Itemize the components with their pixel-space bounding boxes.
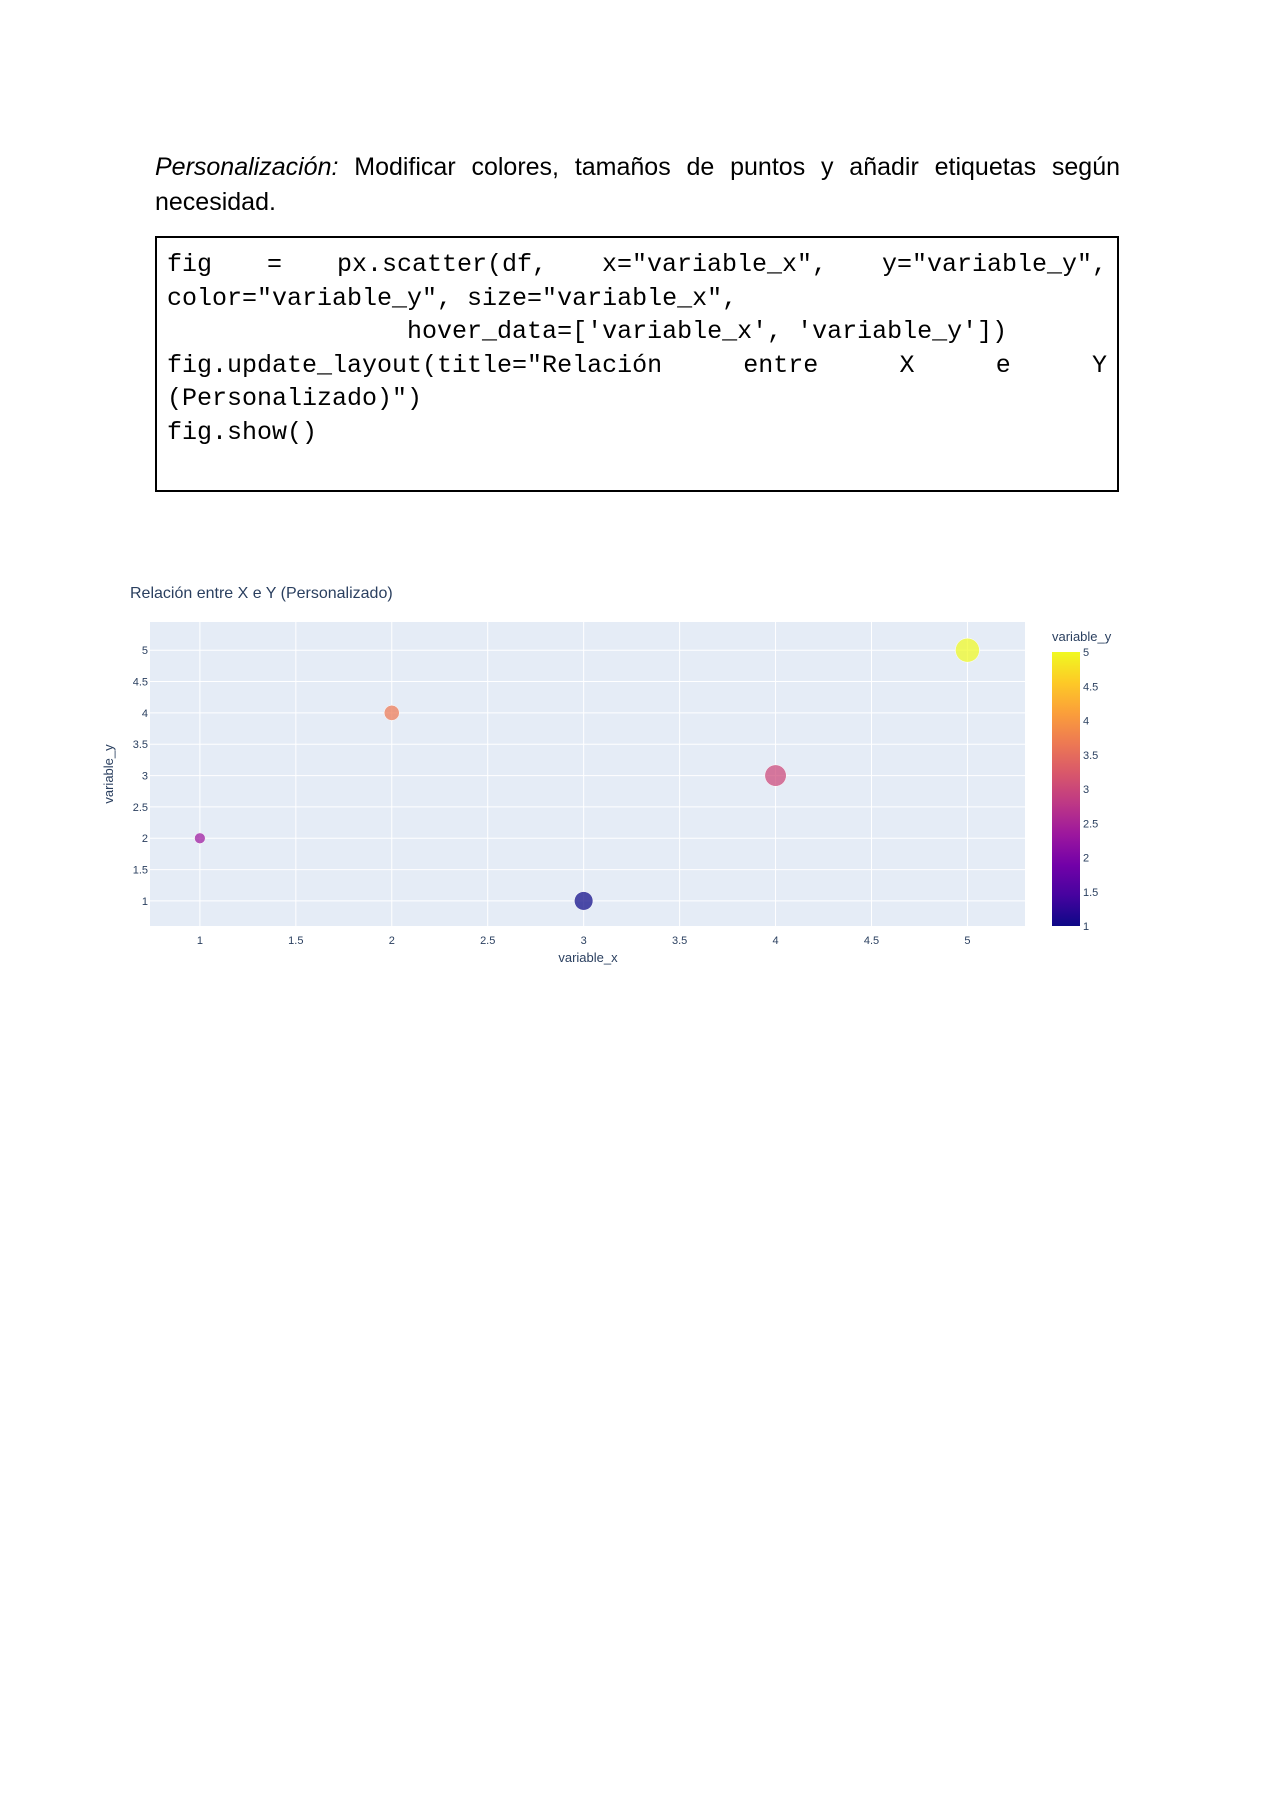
y-tick-label: 1.5 <box>133 865 148 877</box>
colorbar-tick-label: 2.5 <box>1083 818 1098 830</box>
x-tick-label: 1 <box>197 935 203 947</box>
code-token: e <box>995 350 1011 380</box>
intro-text: Modificar colores, tamaños de puntos y a… <box>155 153 1120 216</box>
code-token: px.scatter(df, <box>336 250 547 279</box>
chart-title: Relación entre X e Y (Personalizado) <box>130 585 393 602</box>
x-tick-label: 5 <box>964 935 970 947</box>
colorbar-tick-label: 4 <box>1083 716 1089 728</box>
y-tick-label: 3 <box>142 771 148 783</box>
code-token: fig.update_layout(title="Relación <box>167 350 663 380</box>
code-token: entre <box>743 350 819 380</box>
x-tick-label: 1.5 <box>288 935 303 947</box>
code-token: = <box>266 250 282 279</box>
data-point <box>194 832 206 844</box>
x-tick-label: 3 <box>581 935 587 947</box>
colorbar-tick-label: 1 <box>1083 921 1089 933</box>
data-point <box>955 637 980 663</box>
y-axis-label: variable_y <box>101 744 116 804</box>
colorbar-ticks: 1 1.5 2 2.5 3 3.5 4 4.5 5 <box>1083 647 1098 933</box>
code-line-6: fig.show() <box>167 417 318 447</box>
y-tick-label: 2.5 <box>133 802 148 814</box>
code-line-5: (Personalizado)") <box>167 384 423 413</box>
code-line-1: fig = px.scatter(df, x="variable_x", y="… <box>167 248 1107 282</box>
colorbar-tick-label: 3 <box>1083 784 1089 796</box>
colorbar-tick-label: 4.5 <box>1083 681 1098 693</box>
code-token: X <box>899 350 915 380</box>
colorbar <box>1052 652 1080 926</box>
code-line-3: hover_data=['variable_x', 'variable_y']) <box>167 317 1008 346</box>
x-axis-label: variable_x <box>558 950 618 965</box>
code-token: fig <box>167 250 213 279</box>
colorbar-tick-label: 1.5 <box>1083 887 1098 899</box>
scatter-chart: Relación entre X e Y (Personalizado) 1 1.… <box>101 585 1112 965</box>
y-tick-label: 3.5 <box>133 739 148 751</box>
x-tick-label: 4 <box>772 935 778 947</box>
y-tick-label: 4 <box>142 708 148 720</box>
plot-area <box>150 622 1025 926</box>
x-axis-ticks: 1 1.5 2 2.5 3 3.5 4 4.5 5 <box>197 935 971 947</box>
y-tick-label: 5 <box>142 645 148 657</box>
code-line-4: fig.update_layout(title="Relación entre … <box>167 349 1107 383</box>
y-axis-ticks: 1 1.5 2 2.5 3 3.5 4 4.5 5 <box>133 645 148 908</box>
y-tick-label: 4.5 <box>133 677 148 689</box>
x-tick-label: 2.5 <box>480 935 495 947</box>
data-points <box>194 637 980 911</box>
x-tick-label: 4.5 <box>864 935 879 947</box>
x-tick-label: 3.5 <box>672 935 687 947</box>
y-tick-label: 1 <box>142 896 148 908</box>
code-token: y="variable_y", <box>881 250 1107 279</box>
code-token: Y <box>1091 350 1107 380</box>
intro-lead: Personalización: <box>155 153 339 181</box>
data-point <box>383 705 400 721</box>
colorbar-tick-label: 3.5 <box>1083 750 1098 762</box>
code-block: fig = px.scatter(df, x="variable_x", y="… <box>155 236 1119 492</box>
code-line-2: color="variable_y", size="variable_x", <box>167 283 738 313</box>
colorbar-tick-label: 5 <box>1083 647 1089 659</box>
x-tick-label: 2 <box>389 935 395 947</box>
colorbar-title: variable_y <box>1052 629 1112 644</box>
data-point <box>574 891 594 911</box>
intro-paragraph: Personalización: Modificar colores, tama… <box>155 150 1120 220</box>
code-token: x="variable_x", <box>601 250 827 279</box>
y-tick-label: 2 <box>142 833 148 845</box>
colorbar-tick-label: 2 <box>1083 853 1089 865</box>
data-point <box>764 764 787 787</box>
